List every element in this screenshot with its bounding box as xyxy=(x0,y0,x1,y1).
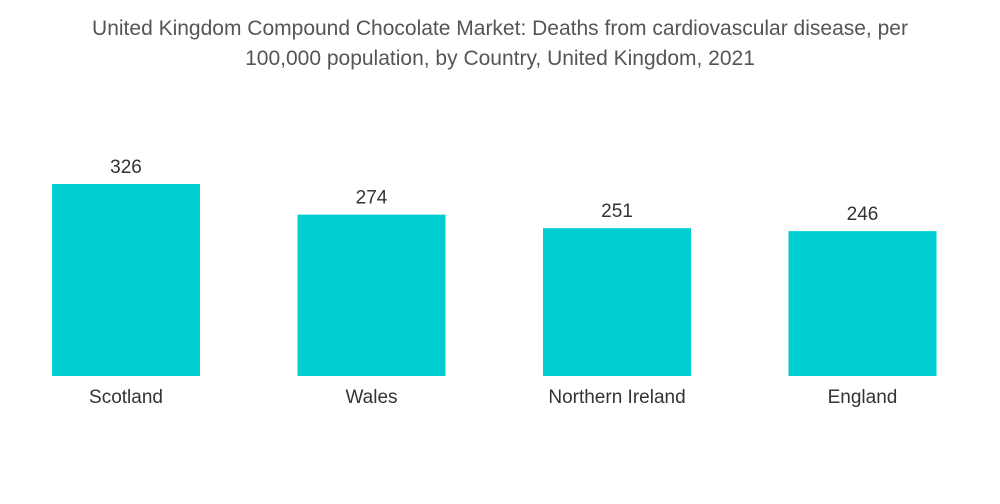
bar-wales xyxy=(297,214,446,376)
bar-scotland xyxy=(52,184,200,376)
bar-england xyxy=(788,231,937,376)
chart-title: United Kingdom Compound Chocolate Market… xyxy=(0,14,1000,74)
x-tick-label-northern-ireland: Northern Ireland xyxy=(548,387,685,408)
data-label-england: 246 xyxy=(847,204,879,225)
x-tick-label-england: England xyxy=(828,387,898,408)
x-tick-label-scotland: Scotland xyxy=(89,387,163,408)
chart-title-line-2: 100,000 population, by Country, United K… xyxy=(245,47,755,70)
x-tick-label-wales: Wales xyxy=(345,387,397,408)
data-label-wales: 274 xyxy=(356,188,388,209)
data-label-northern-ireland: 251 xyxy=(601,201,633,222)
bar-northern-ireland xyxy=(543,228,691,376)
data-label-scotland: 326 xyxy=(110,157,142,178)
chart-title-line-1: United Kingdom Compound Chocolate Market… xyxy=(92,17,908,40)
